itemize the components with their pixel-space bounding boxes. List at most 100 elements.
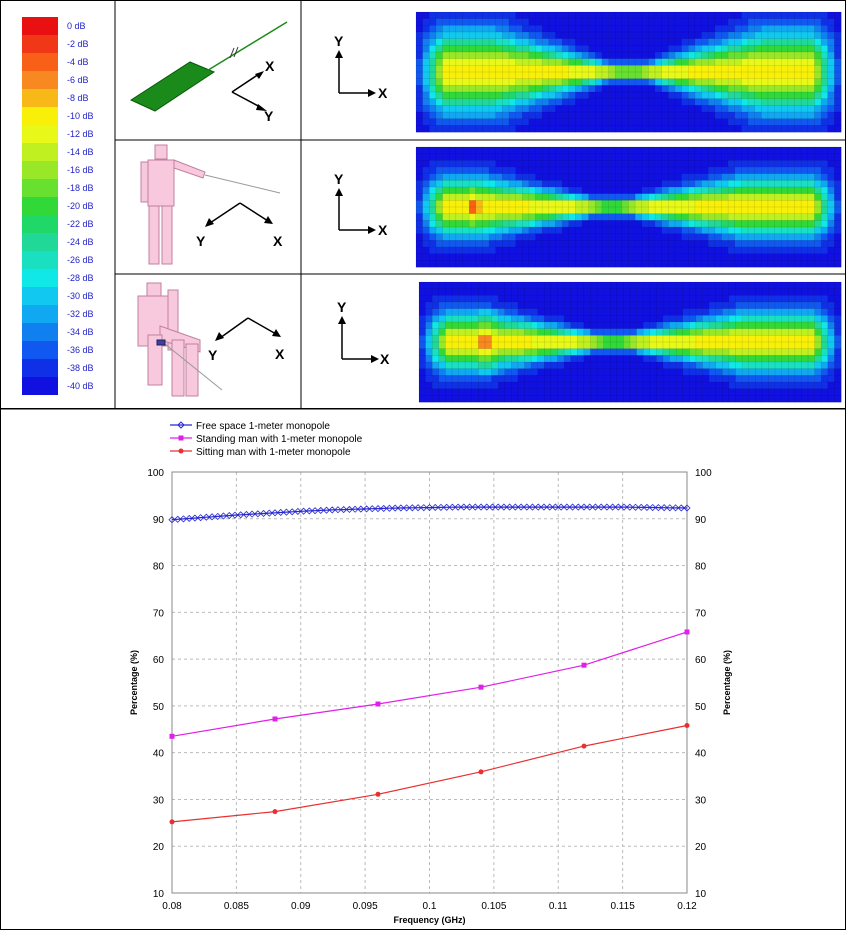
color-swatch: [22, 287, 58, 305]
field-cell: [458, 362, 466, 369]
field-cell: [531, 295, 538, 303]
field-cell: [502, 233, 510, 241]
field-cell: [502, 173, 510, 181]
field-cell: [827, 12, 835, 19]
field-cell: [728, 395, 736, 403]
field-cell: [555, 173, 563, 181]
field-cell: [465, 288, 473, 296]
field-cell: [708, 112, 716, 119]
field-cell: [741, 167, 749, 174]
field-cell: [708, 180, 716, 188]
field-cell: [429, 253, 437, 261]
field-cell: [781, 187, 789, 194]
field-cell: [489, 193, 496, 201]
field-cell: [489, 260, 496, 268]
field-cell: [435, 65, 443, 73]
field-cell: [462, 193, 470, 201]
field-cell: [429, 193, 437, 201]
field-cell: [502, 52, 510, 59]
field-cell: [544, 388, 552, 396]
field-cell: [655, 213, 662, 221]
field-cell: [489, 247, 496, 254]
x-tick-label: 0.12: [677, 901, 697, 912]
field-cell: [781, 362, 789, 369]
field-cell: [695, 295, 703, 303]
field-cell: [689, 355, 697, 363]
field-cell: [455, 233, 463, 241]
field-cell: [548, 65, 556, 73]
field-cell: [641, 118, 649, 126]
field-cell: [449, 220, 457, 228]
field-cell: [544, 375, 552, 383]
field-cell: [438, 368, 446, 376]
field-cell: [462, 220, 470, 228]
field-cell: [774, 200, 782, 208]
field-cell: [601, 213, 609, 221]
field-cell: [568, 260, 576, 268]
field-cell: [794, 342, 802, 349]
field-cell: [429, 227, 437, 234]
field-cell: [595, 247, 603, 254]
field-cell: [615, 180, 623, 188]
field-cell: [728, 368, 736, 376]
field-cell: [641, 247, 649, 254]
field-cell: [656, 288, 664, 296]
field-cell: [754, 12, 762, 19]
field-cell: [648, 32, 656, 39]
field-cell: [774, 52, 782, 59]
field-cell: [528, 118, 536, 126]
data-point: [654, 504, 662, 512]
field-cell: [814, 247, 822, 254]
field-cell: [542, 227, 550, 234]
field-cell: [834, 160, 842, 168]
field-cell: [469, 58, 477, 66]
field-cell: [807, 227, 815, 234]
field-cell: [471, 362, 479, 369]
field-cell: [548, 12, 556, 19]
field-cell: [636, 368, 644, 376]
field-cell: [701, 18, 709, 26]
field-cell: [524, 375, 532, 383]
field-cell: [449, 180, 457, 188]
field-cell: [767, 58, 775, 66]
field-cell: [482, 92, 490, 99]
field-cell: [425, 308, 433, 316]
field-cell: [615, 233, 623, 241]
field-cell: [495, 173, 503, 181]
field-cell: [827, 25, 835, 33]
field-cell: [590, 375, 598, 383]
field-cell: [748, 187, 755, 194]
field-cell: [623, 382, 631, 389]
field-cell: [582, 187, 589, 194]
field-cell: [709, 395, 717, 403]
field-cell: [548, 112, 556, 119]
field-cell: [695, 288, 703, 296]
sitting-man-model: [137, 282, 223, 397]
field-cell: [504, 328, 512, 336]
data-point: [168, 516, 176, 524]
field-cell: [435, 98, 443, 106]
field-cell: [489, 233, 496, 241]
field-cell: [429, 65, 437, 73]
field-cell: [821, 315, 829, 323]
field-cell: [721, 12, 729, 19]
field-cell: [821, 85, 829, 93]
field-cell: [735, 302, 743, 309]
field-cell: [635, 240, 643, 248]
field-cell: [575, 72, 583, 79]
field-cell: [648, 65, 656, 73]
field-cell: [635, 153, 643, 161]
field-cell: [608, 220, 616, 228]
field-cell: [628, 32, 636, 39]
field-cell: [728, 282, 736, 289]
field-cell: [794, 260, 802, 268]
field-cell: [548, 200, 556, 208]
field-cell: [522, 187, 530, 194]
standing-model-axes: Y X: [196, 202, 283, 249]
field-cell: [515, 118, 523, 126]
field-cell: [429, 45, 437, 53]
plot-frame: [171, 471, 688, 894]
field-cell: [458, 295, 466, 303]
field-cell: [827, 58, 835, 66]
field-cell: [761, 52, 769, 59]
